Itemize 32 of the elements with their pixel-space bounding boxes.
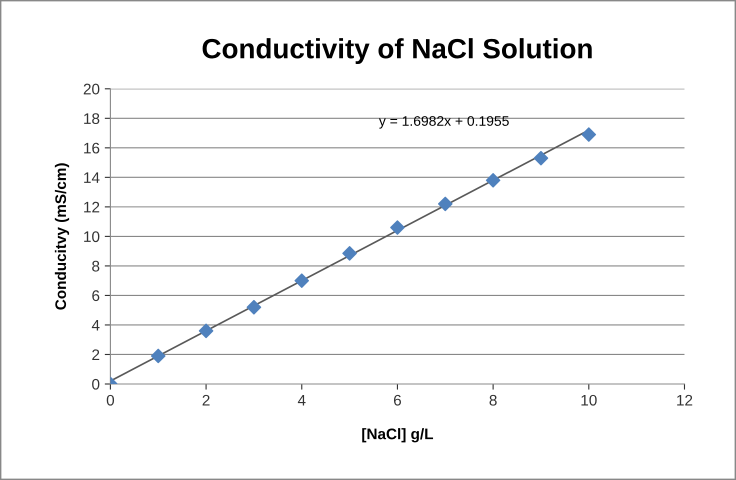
x-tick-label: 6: [394, 394, 402, 406]
y-axis-title: Conducitvy (mS/cm): [54, 163, 70, 310]
point: [390, 220, 405, 235]
y-tick-label: 10: [84, 231, 100, 242]
x-tick-label: 2: [202, 394, 210, 406]
y-tick-label: 20: [84, 84, 100, 94]
x-tick-label: 12: [677, 394, 692, 406]
y-tick-label: 2: [92, 349, 100, 360]
y-tick-label: 0: [92, 378, 100, 390]
y-tick-label: 6: [92, 290, 100, 302]
point: [198, 324, 214, 338]
x-tick-label: 8: [490, 394, 497, 406]
point: [534, 150, 548, 166]
point: [486, 173, 500, 188]
y-tick-label: 4: [92, 320, 100, 330]
point: [438, 196, 453, 212]
y-tick-label: 8: [92, 260, 100, 272]
point: [150, 348, 166, 364]
point: [294, 273, 310, 288]
chart-title: Conductivity of NaCl Solution: [202, 38, 592, 64]
y-tick-label: 14: [84, 172, 100, 183]
x-tick-label: 0: [106, 394, 114, 406]
x-axis-title: [NaCl] g/L: [362, 428, 434, 442]
point: [246, 300, 262, 315]
annotation: y = 1.6982x + 0.1955: [378, 116, 509, 129]
y-tick-label: 16: [84, 142, 100, 154]
x-tick-label: 4: [298, 394, 306, 406]
y-tick-label: 18: [84, 113, 100, 124]
x-tick-label: 10: [581, 394, 597, 406]
point: [582, 127, 596, 142]
point: [342, 246, 357, 261]
y-tick-label: 12: [84, 202, 100, 212]
